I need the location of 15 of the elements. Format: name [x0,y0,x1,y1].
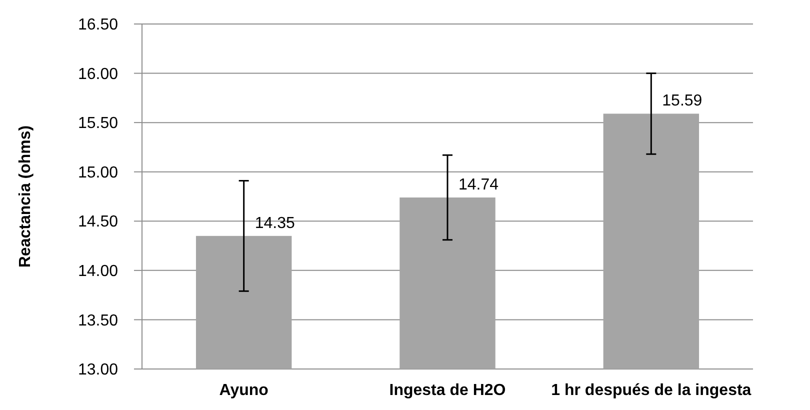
data-label: 15.59 [662,92,702,110]
data-label: 14.35 [254,214,295,232]
x-tick-label: Ingesta de H2O [389,382,506,399]
x-tick-label: Ayuno [219,382,269,399]
y-axis-title: Reactancia (ohms) [17,125,34,268]
y-tick-label: 13.00 [78,362,118,379]
y-tick-label: 15.50 [78,115,118,132]
data-label: 14.74 [458,176,499,194]
y-tick-label: 16.00 [78,66,118,83]
y-tick-label: 16.50 [78,16,118,34]
x-tick-label: 1 hr después de la ingesta [551,382,752,399]
y-tick-label: 13.50 [78,312,118,330]
y-tick-label: 15.00 [78,164,118,182]
y-tick-label: 14.00 [78,263,118,280]
y-tick-label: 14.50 [78,214,118,231]
